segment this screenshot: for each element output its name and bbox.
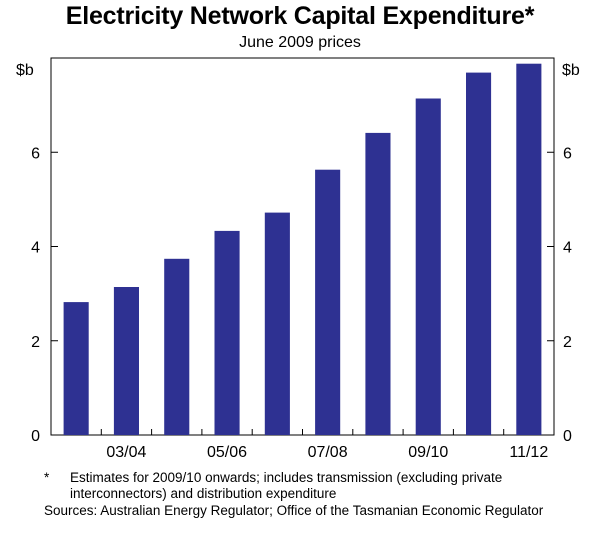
y-axis-unit-left: $b xyxy=(16,62,34,79)
bar-series xyxy=(63,63,542,435)
y-tick-label-left: 0 xyxy=(31,428,40,445)
sources-text: Australian Energy Regulator; Office of t… xyxy=(100,503,544,518)
y-axis-ticks: 0 0 2 2 4 4 6 6 xyxy=(31,145,572,445)
bar-09-10 xyxy=(415,98,441,435)
bar-11-12 xyxy=(516,63,542,435)
footnote-text: Estimates for 2009/10 onwards; includes … xyxy=(70,470,503,501)
bar-08-09 xyxy=(365,132,391,435)
footnote-marker: * xyxy=(44,470,50,485)
bar-02-03 xyxy=(63,302,89,435)
y-axis-unit-right: $b xyxy=(562,62,580,79)
chart-title: Electricity Network Capital Expenditure* xyxy=(65,2,535,30)
bar-05-06 xyxy=(214,230,240,435)
bar-10-11 xyxy=(466,72,492,435)
bar-06-07 xyxy=(264,212,290,435)
y-tick-label-left: 2 xyxy=(31,334,40,351)
x-tick-label: 03/04 xyxy=(106,444,146,461)
chart-subtitle: June 2009 prices xyxy=(239,34,361,51)
bar-03-04 xyxy=(113,287,139,435)
x-tick-label: 09/10 xyxy=(408,444,448,461)
x-tick-label: 05/06 xyxy=(207,444,247,461)
y-tick-label-right: 2 xyxy=(563,334,572,351)
bar-04-05 xyxy=(164,258,190,435)
y-tick-label-right: 6 xyxy=(563,145,572,162)
x-tick-label: 07/08 xyxy=(308,444,348,461)
sources-label: Sources: xyxy=(44,503,98,518)
y-tick-label-left: 4 xyxy=(31,240,40,257)
x-axis-ticks: 03/04 05/06 07/08 09/10 11/12 xyxy=(100,429,548,461)
y-tick-label-right: 0 xyxy=(563,428,572,445)
bar-07-08 xyxy=(315,169,341,435)
y-tick-label-left: 6 xyxy=(31,145,40,162)
x-tick-label: 11/12 xyxy=(509,444,548,461)
sources-note: Sources: Australian Energy Regulator; Of… xyxy=(44,503,564,519)
y-tick-label-right: 4 xyxy=(563,240,572,257)
